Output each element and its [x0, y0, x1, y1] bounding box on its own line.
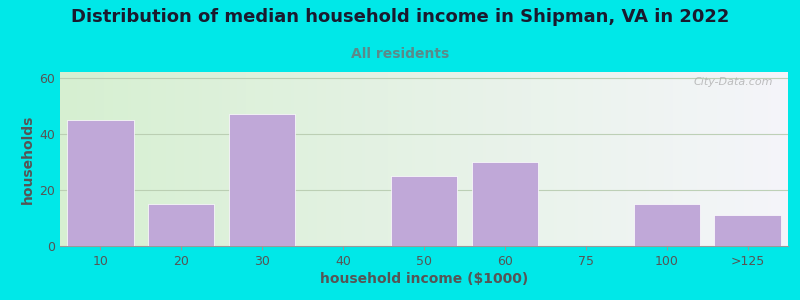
Bar: [67, 120, 134, 246]
X-axis label: household income ($1000): household income ($1000): [320, 272, 528, 286]
Bar: [714, 215, 781, 246]
Bar: [634, 204, 700, 246]
Bar: [472, 162, 538, 246]
Y-axis label: households: households: [21, 114, 35, 204]
Text: Distribution of median household income in Shipman, VA in 2022: Distribution of median household income …: [71, 8, 729, 26]
Bar: [229, 114, 295, 246]
Text: City-Data.com: City-Data.com: [694, 77, 774, 87]
Text: All residents: All residents: [351, 46, 449, 61]
Bar: [391, 176, 457, 246]
Bar: [148, 204, 214, 246]
